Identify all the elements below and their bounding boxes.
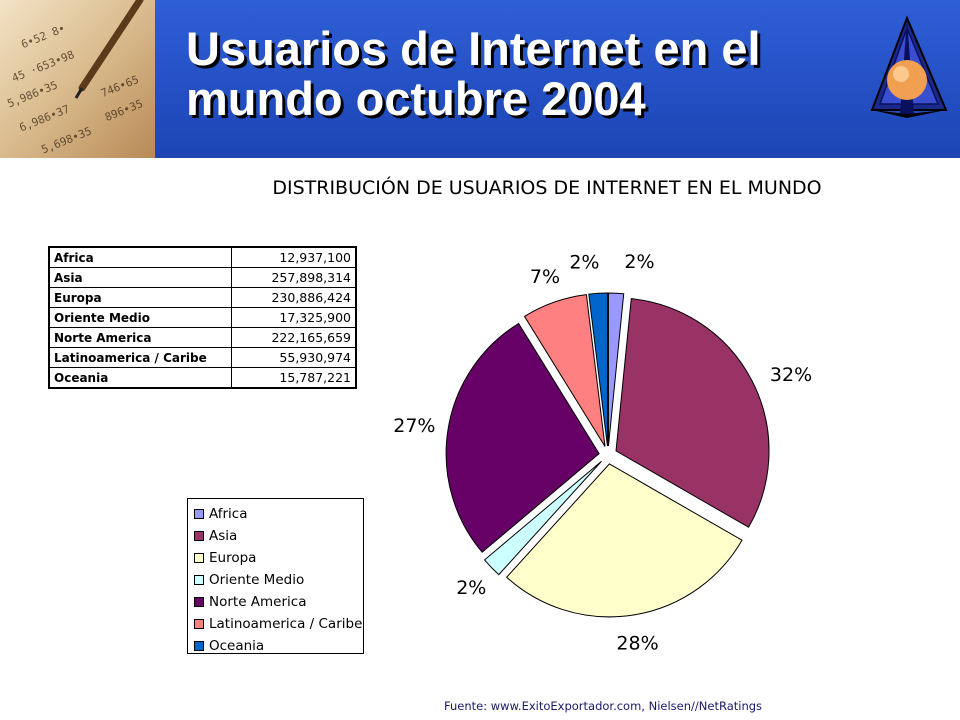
table-cell-value: 230,886,424 [231, 287, 357, 308]
pie-slice [588, 292, 608, 447]
table-cell-value: 15,787,221 [231, 367, 357, 389]
legend-label: Norte America [209, 594, 307, 610]
pie-data-label: 2% [456, 577, 486, 599]
legend-swatch [194, 509, 204, 519]
legend-item: Europa [188, 547, 363, 569]
pie-slice [615, 298, 770, 528]
legend-item: Oceania [188, 635, 363, 657]
pie-data-label: 7% [530, 266, 560, 288]
legend-item: Africa [188, 503, 363, 525]
legend-label: Oriente Medio [209, 572, 305, 588]
legend-swatch [194, 553, 204, 563]
table-row: Latinoamerica / Caribe 55,930,974 [48, 347, 357, 368]
table-cell-value: 12,937,100 [231, 246, 357, 268]
legend-item: Oriente Medio [188, 569, 363, 591]
table-cell-value: 222,165,659 [231, 327, 357, 348]
legend-item: Norte America [188, 591, 363, 613]
table-cell-region: Oceania [48, 367, 232, 389]
table-cell-region: Latinoamerica / Caribe [48, 347, 232, 368]
legend-label: Europa [209, 550, 257, 566]
pie-data-label: 2% [624, 251, 654, 273]
header-photo: 6•52 8• 45 ·653•98 5,986•35 6,986•37 5,6… [0, 0, 155, 158]
pie-slice [483, 460, 602, 576]
legend-label: Oceania [209, 638, 265, 654]
legend-item: Latinoamerica / Caribe [188, 613, 363, 635]
chart-legend: Africa Asia Europa Oriente Medio Norte Ameri… [187, 498, 364, 654]
pie-slice [607, 292, 625, 447]
chart-title: DISTRIBUCIÓN DE USUARIOS DE INTERNET EN … [272, 177, 822, 199]
pie-data-label: 2% [569, 251, 599, 273]
table-cell-value: 55,930,974 [231, 347, 357, 368]
data-table: Africa 12,937,100 Asia 257,898,314 Europa 230… [48, 246, 357, 389]
legend-swatch [194, 531, 204, 541]
pyramid-logo-icon [870, 15, 948, 118]
source-note: Fuente: www.ExitoExportador.com, Nielsen… [444, 699, 763, 713]
table-row: Oceania 15,787,221 [48, 367, 357, 389]
legend-item: Asia [188, 525, 363, 547]
table-row: Europa 230,886,424 [48, 287, 357, 308]
legend-swatch [194, 597, 204, 607]
slide-title: Usuarios de Internet en el mundo octubre… [186, 22, 761, 125]
table-row: Africa 12,937,100 [48, 246, 357, 268]
pie-data-label: 32% [770, 364, 812, 386]
header-banner: 6•52 8• 45 ·653•98 5,986•35 6,986•37 5,6… [0, 0, 960, 158]
pie-slice [445, 322, 600, 553]
table-cell-region: Asia [48, 267, 232, 288]
pie-slice [505, 463, 743, 618]
pie-slice [523, 294, 606, 447]
legend-swatch [194, 641, 204, 651]
legend-label: Latinoamerica / Caribe [209, 616, 363, 632]
table-cell-region: Oriente Medio [48, 307, 232, 328]
legend-label: Africa [209, 506, 248, 522]
table-row: Oriente Medio 17,325,900 [48, 307, 357, 328]
legend-swatch [194, 575, 204, 585]
pie-data-label: 27% [393, 415, 435, 437]
legend-swatch [194, 619, 204, 629]
legend-label: Asia [209, 528, 238, 544]
pie-data-label: 28% [616, 633, 658, 655]
